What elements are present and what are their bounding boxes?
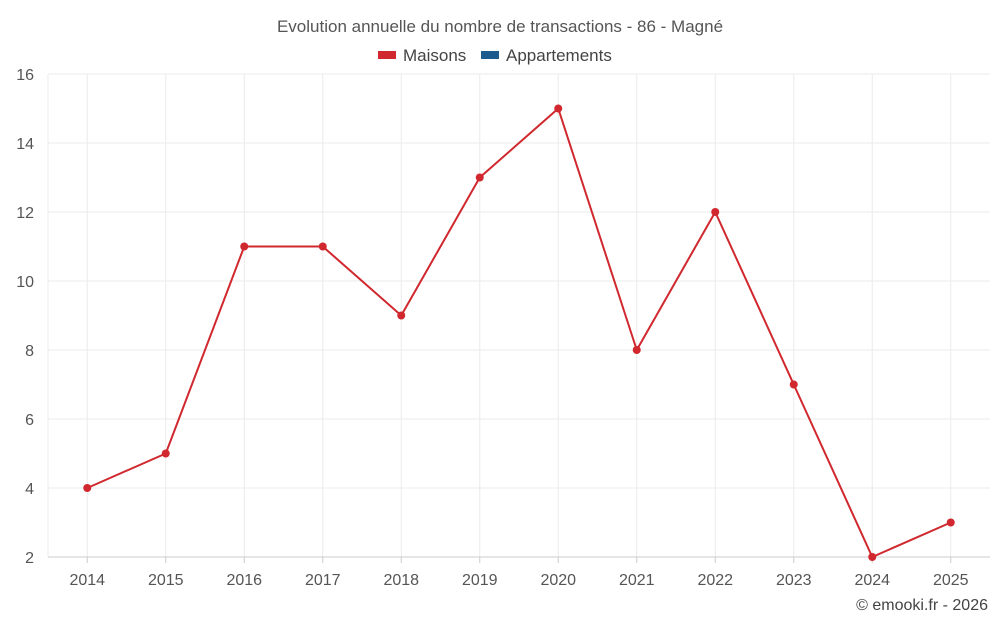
legend-item-appartements[interactable]: Appartements: [481, 46, 612, 65]
y-tick-label: 6: [25, 412, 34, 429]
x-tick-label: 2024: [854, 572, 890, 589]
data-point[interactable]: [554, 104, 563, 113]
chart-title: Evolution annuelle du nombre de transact…: [277, 17, 723, 36]
legend: Maisons Appartements: [378, 46, 612, 65]
y-axis: 2 4 6 8 10 12 14 16: [16, 67, 34, 567]
legend-label-appartements: Appartements: [506, 46, 612, 65]
y-tick-label: 16: [16, 67, 34, 84]
y-tick-label: 12: [16, 205, 34, 222]
x-tick-label: 2018: [383, 572, 419, 589]
x-tick-label: 2017: [305, 572, 341, 589]
data-point[interactable]: [318, 242, 327, 251]
data-point[interactable]: [868, 553, 877, 561]
x-tick-label: 2022: [697, 572, 733, 589]
y-tick-label: 4: [25, 481, 34, 498]
data-point[interactable]: [711, 208, 720, 216]
y-tick-label: 14: [16, 136, 34, 153]
credit-text: © emooki.fr - 2026: [856, 597, 988, 614]
legend-item-maisons[interactable]: Maisons: [378, 46, 466, 65]
data-point[interactable]: [632, 346, 641, 354]
x-tick-label: 2021: [619, 572, 655, 589]
x-tick-label: 2020: [540, 572, 576, 589]
data-point[interactable]: [397, 311, 406, 320]
y-tick-label: 10: [16, 274, 34, 291]
data-point[interactable]: [475, 173, 484, 182]
x-tick-label: 2025: [933, 572, 969, 589]
legend-swatch-maisons: [378, 51, 396, 59]
legend-swatch-appartements: [481, 51, 499, 59]
x-tick-label: 2014: [69, 572, 105, 589]
data-point[interactable]: [161, 449, 170, 458]
legend-label-maisons: Maisons: [403, 46, 466, 65]
gridlines: [47, 73, 990, 558]
x-axis: 2014 2015 2016 2017 2018 2019 2020 2021 2022 2023…: [48, 556, 990, 589]
data-point[interactable]: [946, 518, 955, 527]
data-point[interactable]: [789, 380, 798, 389]
x-tick-label: 2019: [462, 572, 498, 589]
x-tick-label: 2016: [226, 572, 262, 589]
y-tick-label: 2: [25, 550, 34, 567]
y-tick-label: 8: [25, 343, 34, 360]
data-point[interactable]: [83, 484, 92, 492]
x-tick-label: 2015: [148, 572, 184, 589]
x-tick-label: 2023: [776, 572, 812, 589]
series-line-maisons: [86, 107, 952, 558]
series-maisons: [83, 104, 955, 561]
data-point[interactable]: [240, 242, 249, 251]
